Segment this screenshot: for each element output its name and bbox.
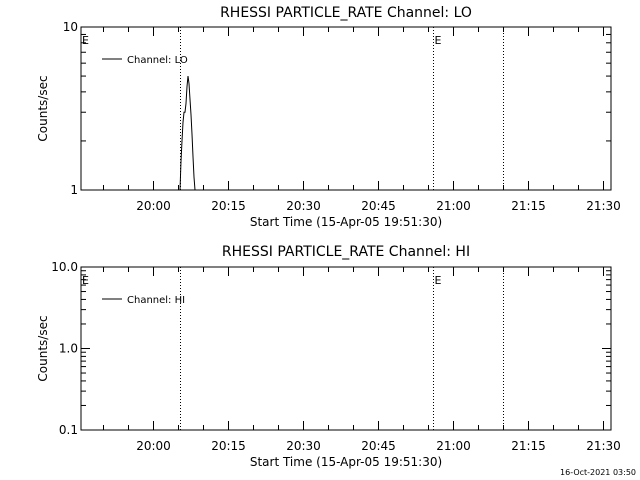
legend-label: Channel: LO [127,55,188,66]
plot-frame [80,26,612,191]
x-tick-label: 20:15 [211,439,246,453]
x-tick-label: 20:45 [361,439,396,453]
event-marker: E [82,34,89,47]
x-tick-label: 21:30 [586,199,621,213]
y-tick-label: 10 [63,20,78,34]
x-tick-label: 21:30 [586,439,621,453]
y-tick-label: 1 [70,183,78,197]
hi-channel-panel: RHESSI PARTICLE_RATE Channel: HI Counts/s… [36,244,621,469]
x-axis-label: Start Time (15-Apr-05 19:51:30) [250,215,442,229]
y-tick-label: 0.1 [59,423,78,437]
y-tick-label: 1.0 [59,342,78,356]
x-tick-label: 21:00 [436,439,471,453]
chart-title: RHESSI PARTICLE_RATE Channel: LO [220,5,472,21]
x-axis-label: Start Time (15-Apr-05 19:51:30) [250,455,442,469]
legend-label: Channel: HI [127,295,185,306]
x-tick-label: 20:45 [361,199,396,213]
x-tick-label: 20:00 [136,199,171,213]
footer-timestamp: 16-Oct-2021 03:50 [560,468,636,477]
x-tick-label: 20:15 [211,199,246,213]
y-axis-label: Counts/sec [36,315,50,381]
y-tick-label: 10.0 [51,260,78,274]
chart-title: RHESSI PARTICLE_RATE Channel: HI [222,244,470,260]
x-tick-label: 20:30 [286,199,321,213]
x-tick-label: 20:30 [286,439,321,453]
event-marker: E [435,34,442,47]
event-marker: E [435,274,442,287]
y-axis-label: Counts/sec [36,75,50,141]
x-tick-label: 21:15 [511,439,546,453]
x-tick-label: 21:15 [511,199,546,213]
x-tick-label: 21:00 [436,199,471,213]
event-marker: E [82,274,89,287]
plot-frame [80,266,612,431]
series-line [179,76,196,191]
x-tick-label: 20:00 [136,439,171,453]
lo-channel-panel: RHESSI PARTICLE_RATE Channel: LO Counts/s… [36,5,621,229]
